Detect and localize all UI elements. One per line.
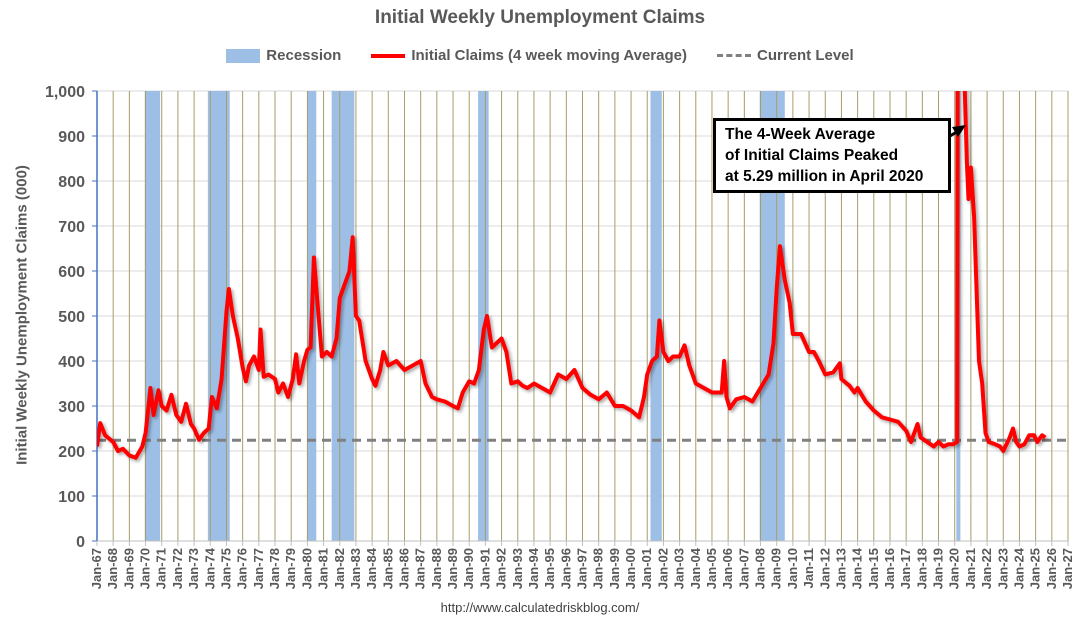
x-tick-label: Jan-94 <box>526 547 541 589</box>
x-tick-label: Jan-25 <box>1028 548 1043 589</box>
recession-band <box>650 91 662 541</box>
claims-swatch <box>371 53 406 58</box>
x-tick-label: Jan-71 <box>154 548 169 589</box>
y-tick-label: 800 <box>58 174 85 191</box>
x-tick-label: Jan-83 <box>348 548 363 589</box>
x-tick-label: Jan-82 <box>332 548 347 589</box>
x-tick-label: Jan-81 <box>316 548 331 589</box>
x-tick-label: Jan-86 <box>396 548 411 589</box>
y-tick-label: 700 <box>58 219 85 236</box>
x-tick-label: Jan-22 <box>979 548 994 589</box>
x-tick-label: Jan-73 <box>186 548 201 589</box>
x-tick-label: Jan-93 <box>510 548 525 589</box>
current-level-swatch <box>717 54 751 57</box>
x-tick-label: Jan-77 <box>251 548 266 589</box>
recession-band <box>144 91 161 541</box>
x-tick-label: Jan-01 <box>639 548 654 589</box>
y-tick-label: 0 <box>76 534 85 551</box>
legend-label: Current Level <box>757 47 854 64</box>
annotation-line: The 4-Week Average <box>725 126 876 143</box>
x-tick-label: Jan-07 <box>736 548 751 589</box>
x-tick-label: Jan-70 <box>138 548 153 589</box>
y-tick-label: 400 <box>58 354 85 371</box>
y-axis-label: Initial Weekly Unemployment Claims (000) <box>13 165 31 465</box>
source-url: http://www.calculatedriskblog.com/ <box>440 600 640 615</box>
y-tick-label: 500 <box>58 309 85 326</box>
annotation-box: The 4-Week Average of Initial Claims Pea… <box>713 118 951 193</box>
x-tick-label: Jan-87 <box>413 548 428 589</box>
x-tick-label: Jan-04 <box>688 547 703 589</box>
x-tick-label: Jan-69 <box>121 548 136 589</box>
legend: Recession Initial Claims (4 week moving … <box>0 47 1080 64</box>
x-tick-label: Jan-23 <box>995 548 1010 589</box>
legend-label: Recession <box>266 47 342 64</box>
x-tick-label: Jan-74 <box>202 547 217 589</box>
x-tick-label: Jan-10 <box>785 548 800 589</box>
x-tick-label: Jan-84 <box>364 547 379 589</box>
recession-band <box>331 91 355 541</box>
y-tick-label: 1,000 <box>45 84 85 101</box>
x-tick-label: Jan-90 <box>461 548 476 589</box>
x-tick-label: Jan-68 <box>105 548 120 589</box>
legend-item-current: Current Level <box>717 47 854 64</box>
claims-line <box>97 91 1047 460</box>
x-tick-label: Jan-14 <box>850 547 865 589</box>
x-tick-label: Jan-16 <box>882 548 897 589</box>
x-tick-label: Jan-27 <box>1060 548 1075 589</box>
x-tick-label: Jan-05 <box>704 548 719 589</box>
legend-item-claims: Initial Claims (4 week moving Average) <box>371 47 687 64</box>
x-tick-label: Jan-00 <box>623 548 638 589</box>
recession-band <box>207 91 230 541</box>
x-tick-label: Jan-96 <box>558 548 573 589</box>
x-tick-label: Jan-26 <box>1044 548 1059 589</box>
y-tick-label: 600 <box>58 264 85 281</box>
x-tick-label: Jan-76 <box>235 548 250 589</box>
x-tick-label: Jan-13 <box>833 548 848 589</box>
chart-title: Initial Weekly Unemployment Claims <box>374 7 706 28</box>
x-tick-label: Jan-99 <box>607 548 622 589</box>
x-tick-label: Jan-18 <box>914 548 929 589</box>
annotation-line: of Initial Claims Peaked <box>725 147 899 164</box>
recession-swatch <box>226 48 261 63</box>
y-tick-label: 900 <box>58 129 85 146</box>
x-tick-label: Jan-75 <box>218 548 233 589</box>
y-tick-label: 200 <box>58 444 85 461</box>
annotation-arrowhead <box>952 125 966 137</box>
x-tick-label: Jan-03 <box>672 548 687 589</box>
x-tick-label: Jan-09 <box>769 548 784 589</box>
x-tick-label: Jan-89 <box>445 548 460 589</box>
legend-label: Initial Claims (4 week moving Average) <box>411 47 687 64</box>
y-tick-label: 300 <box>58 399 85 416</box>
x-tick-label: Jan-06 <box>720 548 735 589</box>
x-tick-label: Jan-85 <box>380 548 395 589</box>
x-tick-label: Jan-95 <box>542 548 557 589</box>
x-tick-label: Jan-12 <box>817 548 832 589</box>
legend-item-recession: Recession <box>226 47 341 64</box>
x-tick-label: Jan-72 <box>170 548 185 589</box>
x-tick-label: Jan-80 <box>299 548 314 589</box>
x-tick-label: Jan-11 <box>801 548 816 588</box>
x-tick-label: Jan-24 <box>1011 547 1026 589</box>
x-tick-label: Jan-67 <box>89 548 104 589</box>
x-tick-label: Jan-19 <box>931 548 946 589</box>
x-tick-label: Jan-79 <box>283 548 298 589</box>
x-tick-label: Jan-02 <box>655 548 670 589</box>
x-tick-label: Jan-88 <box>429 548 444 589</box>
x-tick-label: Jan-15 <box>866 548 881 589</box>
x-tick-label: Jan-17 <box>898 548 913 589</box>
x-tick-label: Jan-97 <box>575 548 590 589</box>
y-tick-label: 100 <box>58 489 85 506</box>
x-tick-label: Jan-20 <box>947 548 962 589</box>
x-tick-label: Jan-92 <box>494 548 509 589</box>
x-tick-label: Jan-21 <box>963 548 978 589</box>
annotation-line: at 5.29 million in April 2020 <box>725 168 924 185</box>
x-tick-label: Jan-08 <box>753 548 768 589</box>
x-tick-label: Jan-91 <box>477 548 492 589</box>
recession-band <box>478 91 489 541</box>
x-tick-label: Jan-78 <box>267 548 282 589</box>
x-tick-label: Jan-98 <box>591 548 606 589</box>
